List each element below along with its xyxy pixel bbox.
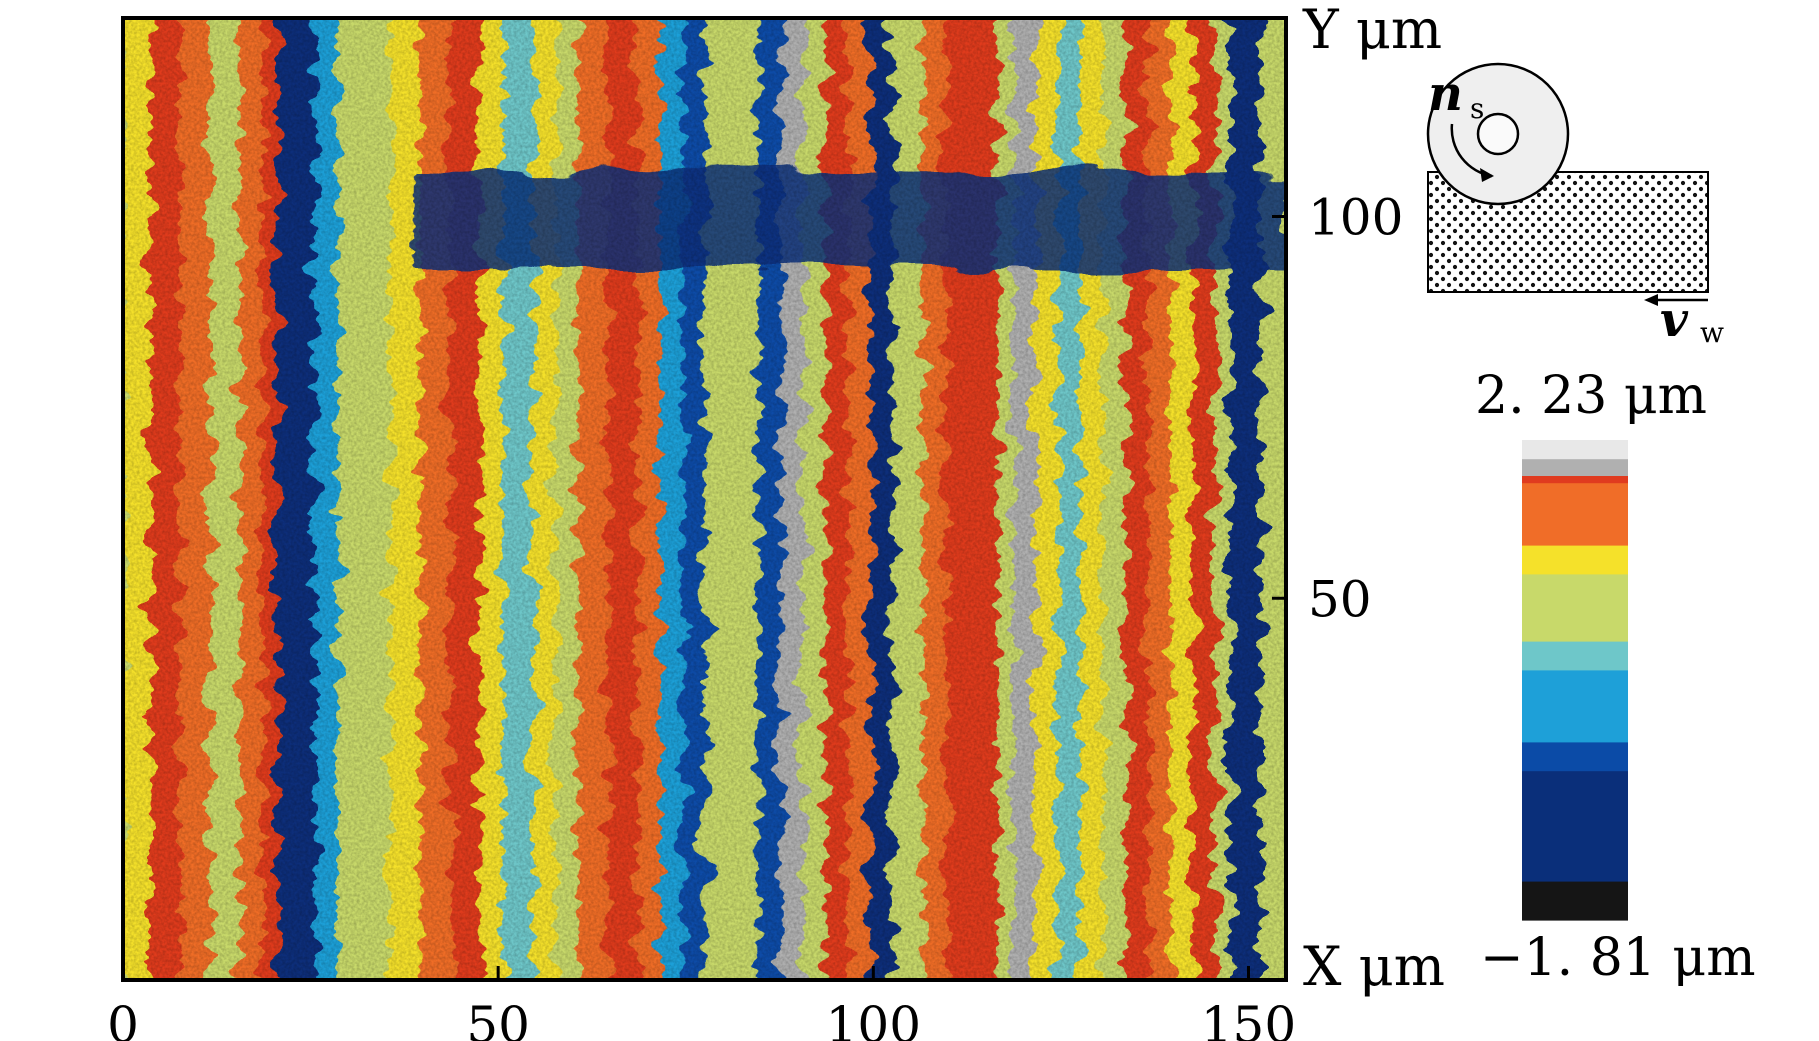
work-speed-symbol: v (1660, 292, 1689, 348)
colorbar (1522, 440, 1628, 921)
colorbar-segment (1522, 771, 1628, 883)
colorbar-segment (1522, 881, 1628, 921)
x-axis: 0 50 100 150 (107, 966, 1296, 1041)
colorbar-min-label: −1. 81 μm (1480, 928, 1756, 988)
plot-frame (121, 16, 1288, 982)
x-tick-label: 0 (107, 996, 139, 1041)
y-axis: 50 100 (1272, 189, 1403, 628)
x-tick-label: 100 (826, 996, 921, 1041)
colorbar-segment (1522, 440, 1628, 460)
colorbar-segment (1522, 670, 1628, 743)
y-axis-title: Y μm (1302, 0, 1442, 61)
rotation-arrow-head (1480, 168, 1494, 182)
wheel-hub (1476, 112, 1520, 156)
wheel-speed-symbol: n (1428, 66, 1463, 122)
colorbar-segment (1522, 483, 1628, 547)
wheel-speed-subscript: s (1470, 92, 1484, 125)
feed-arrow-head (1644, 294, 1658, 306)
colorbar-segment (1522, 574, 1628, 643)
x-tick-label: 150 (1201, 996, 1296, 1041)
colorbar-segment (1522, 742, 1628, 772)
colorbar-segment (1522, 476, 1628, 484)
x-tick-label: 50 (466, 996, 530, 1041)
grinding-schematic: n s v w (1426, 62, 1724, 349)
heatmap-area (123, 18, 1286, 980)
x-axis-title: X μm (1303, 935, 1445, 998)
colorbar-segment (1522, 545, 1628, 575)
colorbar-segment (1522, 641, 1628, 671)
colorbar-max-label: 2. 23 μm (1475, 366, 1707, 426)
work-speed-subscript: w (1700, 316, 1724, 349)
colorbar-segment (1522, 459, 1628, 477)
texture-overlay (123, 18, 1286, 980)
y-tick-label: 100 (1308, 189, 1403, 247)
y-tick-label: 50 (1308, 570, 1372, 628)
